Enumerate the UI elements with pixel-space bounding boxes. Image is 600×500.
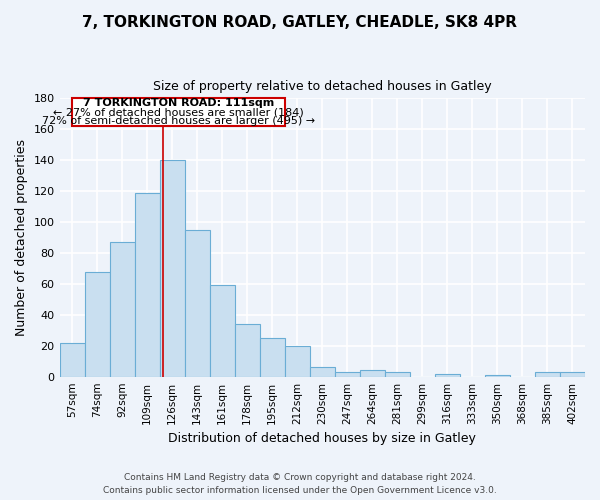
Bar [335,372,360,376]
Bar [185,230,209,376]
Bar [110,242,134,376]
FancyBboxPatch shape [72,98,285,126]
Bar [485,375,510,376]
Bar [260,338,285,376]
Text: Contains HM Land Registry data © Crown copyright and database right 2024.
Contai: Contains HM Land Registry data © Crown c… [103,474,497,495]
Text: 72% of semi-detached houses are larger (495) →: 72% of semi-detached houses are larger (… [42,116,315,126]
Bar [385,372,410,376]
Title: Size of property relative to detached houses in Gatley: Size of property relative to detached ho… [153,80,491,93]
Bar [134,192,160,376]
Bar [360,370,385,376]
X-axis label: Distribution of detached houses by size in Gatley: Distribution of detached houses by size … [169,432,476,445]
Bar [235,324,260,376]
Text: ← 27% of detached houses are smaller (184): ← 27% of detached houses are smaller (18… [53,108,304,118]
Y-axis label: Number of detached properties: Number of detached properties [15,139,28,336]
Bar [435,374,460,376]
Text: 7, TORKINGTON ROAD, GATLEY, CHEADLE, SK8 4PR: 7, TORKINGTON ROAD, GATLEY, CHEADLE, SK8… [83,15,517,30]
Bar [59,342,85,376]
Bar [209,286,235,376]
Bar [560,372,585,376]
Bar [285,346,310,376]
Bar [310,368,335,376]
Text: 7 TORKINGTON ROAD: 111sqm: 7 TORKINGTON ROAD: 111sqm [83,98,274,108]
Bar [535,372,560,376]
Bar [160,160,185,376]
Bar [85,272,110,376]
